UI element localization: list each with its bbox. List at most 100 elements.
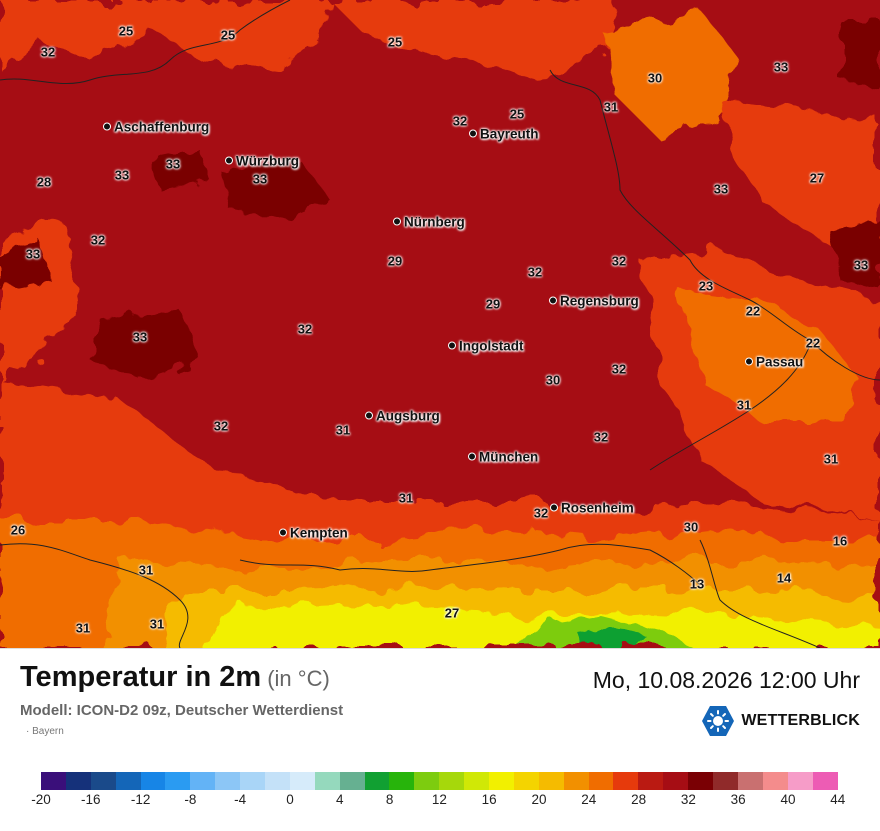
city-marker-augsburg[interactable]: Augsburg bbox=[365, 409, 440, 424]
temp-value: 32 bbox=[593, 429, 609, 445]
city-name: Passau bbox=[756, 354, 804, 370]
scale-swatch bbox=[489, 772, 514, 790]
city-marker-regensburg[interactable]: Regensburg bbox=[549, 294, 639, 309]
temp-value: 31 bbox=[823, 451, 839, 467]
scale-tick-label: 12 bbox=[431, 792, 447, 807]
city-marker-passau[interactable]: Passau bbox=[745, 355, 803, 370]
city-name: Ingolstadt bbox=[459, 338, 524, 354]
temp-value: 31 bbox=[603, 99, 619, 115]
city-dot-icon bbox=[550, 503, 558, 512]
temp-value: 33 bbox=[853, 257, 869, 273]
temp-value: 26 bbox=[10, 522, 26, 538]
temp-value: 32 bbox=[213, 418, 229, 434]
map-canvas bbox=[0, 0, 880, 648]
temp-value: 32 bbox=[611, 361, 627, 377]
temp-value: 31 bbox=[149, 616, 165, 632]
scale-swatch bbox=[389, 772, 415, 790]
temperature-map: 32 25 25 25 30 33 32 25 31 33 33 28 33 3… bbox=[0, 0, 880, 648]
scale-tick-label: 32 bbox=[680, 792, 696, 807]
temp-value: 33 bbox=[165, 156, 181, 172]
temp-value: 29 bbox=[485, 296, 501, 312]
scale-swatch bbox=[414, 772, 440, 790]
temp-value: 29 bbox=[387, 253, 403, 269]
scale-swatch bbox=[339, 772, 365, 790]
brand-name: WETTERBLICK bbox=[741, 712, 860, 729]
temp-value: 25 bbox=[220, 27, 236, 43]
scale-tick-label: 44 bbox=[830, 792, 846, 807]
temp-value: 33 bbox=[713, 181, 729, 197]
scale-tick-label: 0 bbox=[286, 792, 294, 807]
temp-value: 32 bbox=[611, 253, 627, 269]
city-dot-icon bbox=[225, 156, 233, 165]
scale-swatch bbox=[613, 772, 639, 790]
city-dot-icon bbox=[365, 411, 373, 420]
city-name: Augsburg bbox=[376, 408, 440, 424]
city-name: Würzburg bbox=[236, 153, 299, 169]
city-name: Aschaffenburg bbox=[114, 119, 210, 135]
temp-value: 30 bbox=[545, 372, 561, 388]
temp-value: 23 bbox=[698, 278, 714, 294]
scale-tick-label: 8 bbox=[385, 792, 394, 807]
city-dot-icon bbox=[469, 129, 477, 138]
temp-value: 22 bbox=[745, 303, 761, 319]
forecast-datetime: Mo, 10.08.2026 12:00 Uhr bbox=[592, 667, 860, 693]
scale-swatch bbox=[215, 772, 241, 790]
temp-value: 32 bbox=[297, 321, 313, 337]
temp-value: 22 bbox=[805, 335, 821, 351]
brand-logo[interactable]: WETTERBLICK bbox=[701, 704, 860, 738]
city-name: Rosenheim bbox=[561, 500, 634, 516]
temp-value: 25 bbox=[118, 23, 134, 39]
hot-zones bbox=[0, 20, 880, 380]
scale-swatch bbox=[364, 772, 390, 790]
title-text: Temperatur in 2m bbox=[20, 661, 262, 693]
temp-value: 14 bbox=[776, 570, 792, 586]
city-marker-rosenheim[interactable]: Rosenheim bbox=[550, 501, 634, 516]
scale-tick-label: 16 bbox=[481, 792, 497, 807]
city-dot-icon bbox=[103, 122, 111, 131]
city-marker-kempten[interactable]: Kempten bbox=[279, 526, 348, 541]
temp-value: 30 bbox=[683, 519, 699, 535]
temp-value: 33 bbox=[25, 246, 41, 262]
temp-value: 31 bbox=[75, 620, 91, 636]
temp-value: 33 bbox=[252, 171, 268, 187]
scale-swatch bbox=[190, 772, 216, 790]
temp-value: 13 bbox=[689, 576, 705, 592]
city-marker-ingolstadt[interactable]: Ingolstadt bbox=[448, 339, 524, 354]
temp-value: 28 bbox=[36, 174, 52, 190]
region-tag: · Bayern bbox=[26, 726, 64, 737]
scale-swatch bbox=[115, 772, 141, 790]
city-marker-muenchen[interactable]: München bbox=[468, 450, 538, 465]
temp-value: 32 bbox=[452, 113, 468, 129]
city-marker-aschaffenburg[interactable]: Aschaffenburg bbox=[103, 120, 209, 135]
city-marker-bayreuth[interactable]: Bayreuth bbox=[469, 127, 539, 142]
temp-value: 16 bbox=[832, 533, 848, 549]
scale-swatch bbox=[165, 772, 191, 790]
city-marker-wuerzburg[interactable]: Würzburg bbox=[225, 154, 299, 169]
city-name: München bbox=[479, 449, 539, 465]
scale-swatch bbox=[663, 772, 689, 790]
city-dot-icon bbox=[468, 452, 476, 461]
temp-value: 25 bbox=[387, 34, 403, 50]
temp-value: 27 bbox=[809, 170, 825, 186]
scale-tick-label: -20 bbox=[31, 792, 51, 807]
temp-value: 31 bbox=[138, 562, 154, 578]
temp-value: 32 bbox=[527, 264, 543, 280]
scale-swatch bbox=[513, 772, 539, 790]
scale-swatch bbox=[464, 772, 490, 790]
temp-value: 33 bbox=[132, 329, 148, 345]
city-marker-nuernberg[interactable]: Nürnberg bbox=[393, 215, 465, 230]
temp-value: 31 bbox=[398, 490, 414, 506]
scale-swatch bbox=[762, 772, 788, 790]
temp-value: 31 bbox=[335, 422, 351, 438]
city-dot-icon bbox=[549, 296, 557, 305]
temp-value: 33 bbox=[114, 167, 130, 183]
scale-tick-label: 24 bbox=[581, 792, 597, 807]
scale-swatch bbox=[588, 772, 614, 790]
scale-tick-label: -12 bbox=[130, 792, 151, 807]
map-title: Temperatur in 2m (in °C) bbox=[20, 661, 330, 694]
border-lines bbox=[0, 0, 880, 648]
color-scale-ticks: -20 -16 -12 -8 -4 0 4 8 12 16 20 24 28 32 36 40 44 bbox=[0, 792, 880, 810]
scale-swatch bbox=[439, 772, 465, 790]
scale-swatch bbox=[289, 772, 315, 790]
temp-value: 32 bbox=[40, 44, 56, 60]
